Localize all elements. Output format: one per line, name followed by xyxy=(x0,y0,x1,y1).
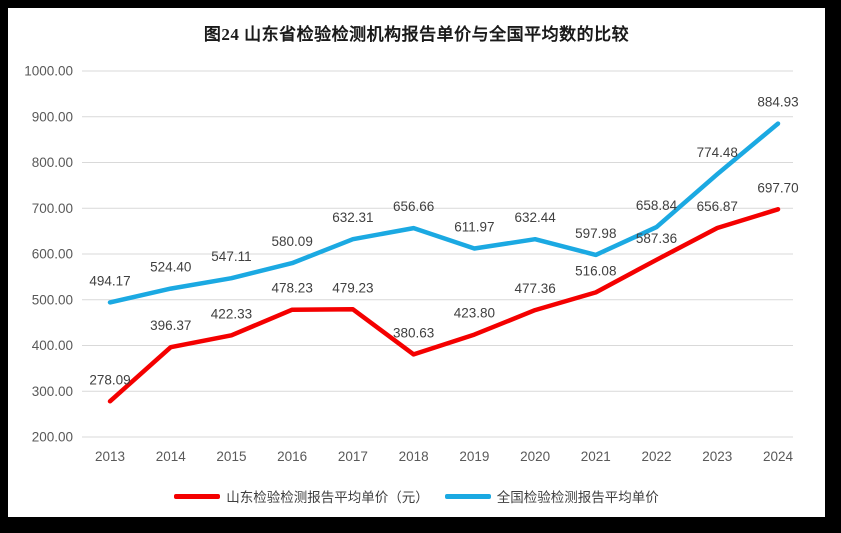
data-label: 632.31 xyxy=(332,210,373,225)
x-axis-tick-label: 2014 xyxy=(156,449,187,464)
y-axis-tick-label: 300.00 xyxy=(32,384,73,399)
legend-item-shandong: 山东检验检测报告平均单价（元） xyxy=(174,486,429,506)
data-label: 632.44 xyxy=(514,210,556,225)
chart-canvas: 图24 山东省检验检测机构报告单价与全国平均数的比较 200.00 300.00 4… xyxy=(8,8,825,517)
data-label: 774.48 xyxy=(697,145,738,160)
data-label: 380.63 xyxy=(393,325,434,340)
y-axis-tick-label: 700.00 xyxy=(32,201,73,216)
series-line-national xyxy=(107,121,781,305)
data-label: 587.36 xyxy=(636,231,677,246)
x-axis-tick-label: 2021 xyxy=(581,449,611,464)
chart-title: 图24 山东省检验检测机构报告单价与全国平均数的比较 xyxy=(203,25,630,44)
legend-swatch-red-line xyxy=(174,493,221,499)
data-label: 516.08 xyxy=(575,263,616,278)
data-label: 396.37 xyxy=(150,318,191,333)
x-axis-tick-label: 2013 xyxy=(95,449,125,464)
data-label: 423.80 xyxy=(454,306,495,321)
y-axis-tick-label: 400.00 xyxy=(32,338,73,353)
data-label: 278.09 xyxy=(89,372,130,387)
data-label: 479.23 xyxy=(332,280,373,295)
x-axis-tick-label: 2022 xyxy=(642,449,672,464)
x-axis-tick-label: 2016 xyxy=(277,449,307,464)
x-axis-tick-label: 2020 xyxy=(520,449,550,464)
x-axis-tick-label: 2015 xyxy=(216,449,246,464)
data-label: 547.11 xyxy=(211,249,251,264)
y-axis-tick-label: 900.00 xyxy=(32,109,73,124)
y-axis-tick-label: 1000.00 xyxy=(24,64,73,79)
legend-item-national: 全国检验检测报告平均单价 xyxy=(444,486,659,506)
data-label: 611.97 xyxy=(454,220,494,235)
x-axis-tick-label: 2019 xyxy=(459,449,489,464)
data-label: 422.33 xyxy=(211,306,252,321)
data-label: 658.84 xyxy=(636,198,678,213)
x-axis-tick-label: 2017 xyxy=(338,449,368,464)
y-axis-tick-label: 500.00 xyxy=(32,292,73,307)
data-label: 597.98 xyxy=(575,226,616,241)
data-label: 478.23 xyxy=(272,281,313,296)
legend: 山东检验检测报告平均单价（元） 全国检验检测报告平均单价 xyxy=(8,486,825,506)
y-axis-tick-label: 200.00 xyxy=(32,430,73,445)
legend-swatch-blue-line xyxy=(444,493,491,499)
data-label: 580.09 xyxy=(272,234,313,249)
x-axis-tick-label: 2023 xyxy=(702,449,732,464)
y-axis-tick-label: 600.00 xyxy=(32,247,73,262)
y-axis-tick-label: 800.00 xyxy=(32,155,73,170)
x-axis-tick-label: 2018 xyxy=(399,449,429,464)
legend-label-national: 全国检验检测报告平均单价 xyxy=(496,490,659,505)
series-line-shandong xyxy=(107,207,781,404)
data-label: 656.66 xyxy=(393,199,434,214)
legend-label-shandong: 山东检验检测报告平均单价（元） xyxy=(226,490,429,505)
data-label: 697.70 xyxy=(757,180,798,195)
line-chart-plot-area: 200.00 300.00 400.00 500.00 600.00 700.00 800.… xyxy=(24,64,798,465)
x-axis-tick-label: 2024 xyxy=(763,449,794,464)
data-label: 524.40 xyxy=(150,260,191,275)
data-label: 656.87 xyxy=(697,199,738,214)
data-label: 494.17 xyxy=(89,273,130,288)
data-label: 477.36 xyxy=(514,281,555,296)
data-label: 884.93 xyxy=(757,95,798,110)
